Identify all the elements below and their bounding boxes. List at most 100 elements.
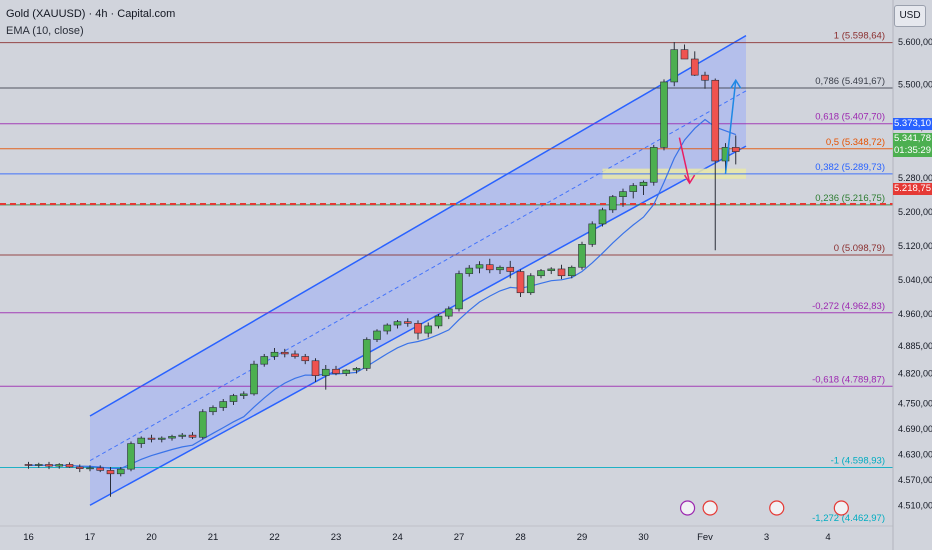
- y-tick-label: 5.280,00: [898, 173, 932, 183]
- candle-body[interactable]: [434, 315, 443, 327]
- candle-body[interactable]: [721, 147, 730, 162]
- candle-body[interactable]: [639, 181, 648, 186]
- candle-body[interactable]: [239, 393, 248, 396]
- candle-body[interactable]: [260, 356, 269, 365]
- y-tick-label: 5.120,00: [898, 241, 932, 251]
- price-axis[interactable]: [893, 0, 932, 550]
- candle-body[interactable]: [629, 185, 638, 192]
- candle-body[interactable]: [65, 464, 74, 468]
- projection-arrow-up[interactable]: [724, 80, 737, 174]
- candle-body[interactable]: [547, 268, 556, 271]
- candle-body[interactable]: [168, 436, 176, 439]
- fib-level-label: 0 (5.098,79): [834, 243, 885, 254]
- projection-arrow-down[interactable]: [678, 137, 691, 184]
- candle-body[interactable]: [311, 360, 320, 376]
- candle-body[interactable]: [526, 275, 535, 294]
- candle-body[interactable]: [444, 308, 453, 317]
- candle-body[interactable]: [393, 321, 402, 326]
- candle-body[interactable]: [24, 464, 33, 466]
- fib-level-label: -0,618 (4.789,87): [812, 374, 885, 385]
- indicator-legend[interactable]: EMA (10, close): [6, 25, 84, 37]
- candle-body[interactable]: [690, 58, 699, 76]
- candle-body[interactable]: [649, 147, 658, 183]
- currency-button[interactable]: USD: [894, 5, 926, 27]
- x-tick-label: 30: [638, 532, 649, 543]
- lightning-event-icon[interactable]: [679, 500, 696, 516]
- candle-body[interactable]: [209, 407, 217, 413]
- candle-body[interactable]: [321, 368, 330, 376]
- candle-body[interactable]: [116, 468, 125, 475]
- us-flag-event-icon[interactable]: [833, 500, 849, 516]
- candle-body[interactable]: [106, 470, 115, 475]
- x-tick-label: 23: [331, 532, 342, 543]
- candle-body[interactable]: [578, 244, 586, 268]
- y-tick-label: 5.040,00: [898, 275, 932, 285]
- candle-body[interactable]: [701, 74, 709, 81]
- arrowhead-up: [730, 78, 742, 89]
- countdown-tag: 01:35:29: [893, 145, 932, 157]
- candle-body[interactable]: [45, 464, 53, 467]
- candle-body[interactable]: [660, 81, 668, 148]
- candle-body[interactable]: [75, 466, 84, 469]
- candle-body[interactable]: [188, 434, 197, 438]
- candle-body[interactable]: [537, 270, 545, 277]
- candle-body[interactable]: [455, 273, 463, 310]
- x-tick-label: 4: [825, 532, 830, 543]
- fib-level-label: -0,272 (4.962,83): [812, 301, 885, 312]
- us-flag-event-icon[interactable]: [702, 500, 718, 516]
- x-tick-label: Fev: [697, 532, 713, 543]
- candle-body[interactable]: [506, 266, 515, 272]
- candle-body[interactable]: [383, 324, 392, 332]
- candle-body[interactable]: [198, 411, 207, 438]
- candle-body[interactable]: [127, 443, 135, 470]
- y-tick-label: 4.630,00: [898, 449, 932, 459]
- arrowhead-down: [683, 174, 696, 185]
- candle-body[interactable]: [403, 321, 412, 324]
- candle-body[interactable]: [485, 264, 494, 271]
- us-flag-event-icon[interactable]: [769, 500, 785, 516]
- candle-body[interactable]: [475, 264, 484, 269]
- y-tick-label: 4.820,00: [898, 369, 932, 379]
- x-tick-label: 17: [85, 532, 96, 543]
- channel-upper-line[interactable]: [89, 34, 747, 417]
- candle-body[interactable]: [157, 437, 166, 440]
- candle-body[interactable]: [250, 363, 258, 395]
- candle-body[interactable]: [608, 196, 617, 211]
- candle-body[interactable]: [178, 434, 187, 437]
- candle-body[interactable]: [137, 437, 146, 444]
- candle-body[interactable]: [291, 353, 299, 357]
- candle-body[interactable]: [362, 339, 371, 369]
- candle-body[interactable]: [270, 351, 279, 357]
- x-tick-label: 20: [146, 532, 157, 543]
- candle-body[interactable]: [280, 351, 289, 355]
- candle-body[interactable]: [567, 266, 576, 277]
- candle-body[interactable]: [34, 464, 43, 466]
- candle-body[interactable]: [301, 356, 310, 362]
- candle-body[interactable]: [414, 323, 422, 334]
- candle-body[interactable]: [55, 464, 64, 467]
- candle-body[interactable]: [219, 401, 228, 408]
- candle-body[interactable]: [332, 368, 340, 374]
- candle-body[interactable]: [731, 147, 740, 152]
- fib-level-label: 0,786 (5.491,67): [815, 76, 885, 87]
- current-high-tag: 5.373,10: [893, 118, 932, 130]
- candle-body[interactable]: [557, 268, 566, 277]
- candle-body[interactable]: [147, 437, 156, 440]
- candle-body[interactable]: [496, 266, 504, 271]
- candle-body[interactable]: [96, 467, 105, 471]
- candle-body[interactable]: [670, 49, 679, 83]
- candle-body[interactable]: [373, 330, 381, 340]
- candle-body[interactable]: [86, 467, 94, 470]
- candle-body[interactable]: [229, 395, 238, 402]
- candle-body[interactable]: [711, 79, 720, 162]
- candle-body[interactable]: [424, 325, 433, 334]
- candle-body[interactable]: [598, 209, 607, 225]
- candle-body[interactable]: [588, 223, 597, 245]
- candle-body[interactable]: [342, 369, 351, 374]
- candle-body[interactable]: [352, 368, 361, 371]
- candle-body[interactable]: [680, 49, 689, 60]
- candle-body[interactable]: [516, 271, 525, 294]
- candle-body[interactable]: [465, 267, 474, 274]
- candle-body[interactable]: [619, 191, 627, 198]
